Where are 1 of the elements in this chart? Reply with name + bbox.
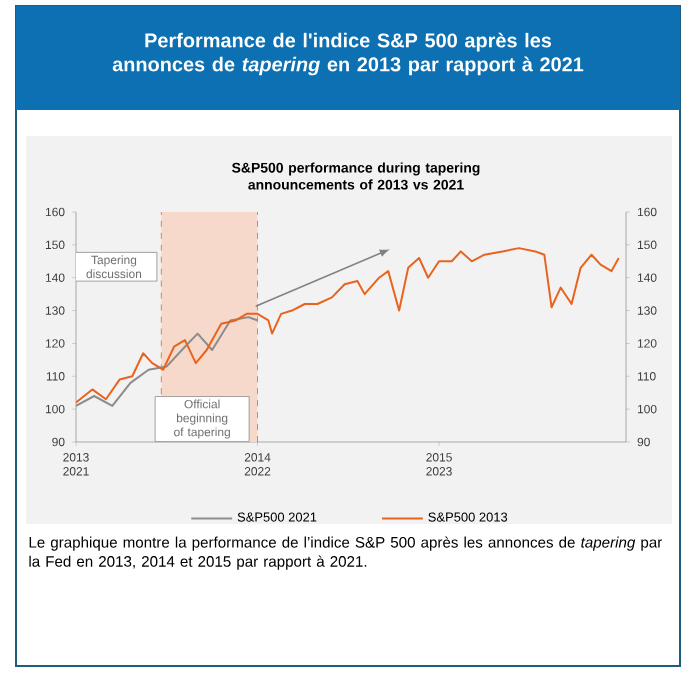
chart-title: Performance de l'indice S&P 500 après les annonces de tapering en 2013 par rapport à 2021 bbox=[112, 32, 584, 76]
